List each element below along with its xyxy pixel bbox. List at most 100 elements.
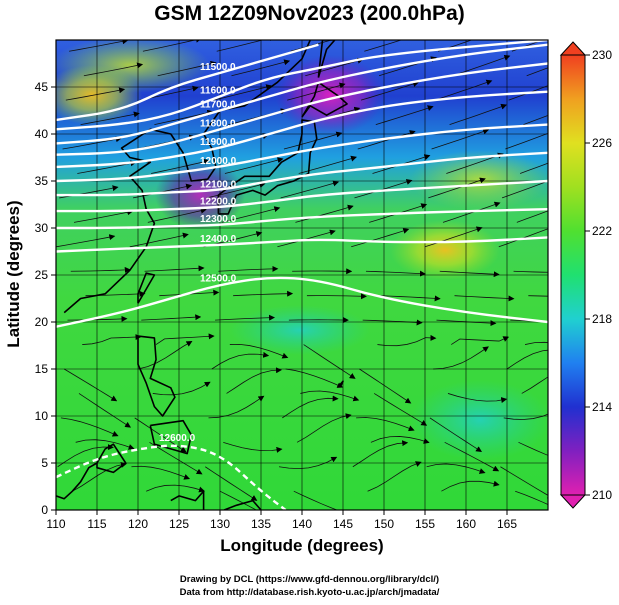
streamline: [69, 40, 129, 52]
streamline: [515, 490, 548, 505]
streamline: [75, 439, 135, 450]
streamline: [141, 314, 202, 321]
streamline: [516, 210, 548, 223]
streamline: [83, 62, 144, 77]
x-tick-label: 110: [46, 517, 65, 531]
x-tick-label: 150: [374, 517, 394, 531]
streamline: [206, 182, 266, 199]
streamline: [147, 207, 207, 223]
streamline: [211, 351, 270, 370]
streamline: [434, 79, 493, 101]
streamline: [78, 393, 132, 428]
streamline: [442, 201, 501, 223]
colorbar-tick-label: 210: [592, 488, 612, 502]
colorbar-tick-label: 214: [592, 400, 612, 414]
contour-label: 12100.0: [200, 179, 237, 190]
streamline: [290, 40, 333, 52]
streamline: [72, 462, 127, 492]
height-contour: [56, 123, 548, 183]
coastline: [338, 380, 344, 387]
contour-label: 12600.0: [159, 433, 196, 444]
y-tick-label: 0: [41, 503, 48, 517]
height-contour: [56, 40, 548, 131]
height-contour: [56, 276, 548, 328]
streamline: [501, 180, 548, 199]
streamline: [137, 341, 193, 370]
contour-label: 11800.0: [200, 118, 236, 129]
streamline: [70, 266, 131, 273]
streamline: [506, 349, 548, 370]
x-tick-label: 120: [128, 517, 148, 531]
streamline: [229, 343, 289, 359]
x-tick-label: 145: [333, 517, 353, 531]
streamline: [524, 341, 548, 345]
y-tick-label: 20: [35, 315, 49, 329]
y-tick-label: 10: [35, 409, 49, 423]
height-contour: [56, 62, 548, 156]
x-tick-label: 155: [415, 517, 435, 531]
streamline: [364, 40, 403, 52]
y-axis-label: Latitude (degrees): [4, 200, 23, 348]
streamline: [231, 59, 291, 77]
streamline: [373, 393, 428, 426]
coastline: [170, 490, 205, 510]
streamline: [508, 85, 548, 101]
coastline: [223, 499, 262, 510]
streamline: [77, 160, 137, 174]
streamline: [377, 334, 437, 347]
streamline: [56, 234, 116, 248]
streamline: [144, 265, 205, 272]
streamline: [65, 87, 126, 101]
streamline: [444, 441, 500, 472]
coastline: [301, 81, 348, 118]
colorbar-tick-label: 222: [592, 224, 612, 238]
streamline: [370, 436, 430, 444]
streamline: [519, 162, 548, 174]
streamline: [429, 417, 483, 453]
x-tick-label: 135: [251, 517, 271, 531]
y-axis-ticks: 0 5 10 15 20 25 30 35 40 45: [35, 80, 56, 517]
streamline: [80, 111, 140, 125]
streamline: [134, 417, 187, 453]
lat-lon-grid: [56, 40, 548, 510]
height-contour: [56, 179, 548, 213]
colorbar-tick-label: 226: [592, 136, 612, 150]
height-contour: [56, 444, 287, 510]
coastline: [56, 462, 98, 500]
streamline: [62, 136, 122, 150]
x-axis-ticks: 110 115 120 125 130 135 140 145 150 155 160 165: [46, 510, 517, 531]
height-contour: [56, 208, 548, 230]
streamline: [503, 413, 548, 420]
contour-label: 12500.0: [200, 273, 237, 284]
streamline: [82, 334, 142, 345]
temperature-field: 11500.0 11600.0 11700.0 11800.0 11900.0 12000…: [56, 40, 548, 510]
coastline: [217, 119, 318, 215]
colorbar: 210 214 218 222 226 230: [559, 41, 612, 509]
streamline: [218, 265, 279, 272]
streamline: [431, 128, 490, 150]
streamline: [151, 158, 211, 174]
contour-label: 11700.0: [200, 100, 236, 111]
contour-label: 12300.0: [200, 214, 237, 225]
streamline: [296, 413, 352, 443]
streamline: [224, 157, 284, 174]
y-tick-label: 15: [35, 362, 49, 376]
streamline: [441, 480, 500, 492]
streamline: [152, 381, 211, 396]
height-contours: 11500.0 11600.0 11700.0 11800.0 11900.0 12000…: [56, 40, 548, 510]
streamline: [131, 465, 191, 480]
y-tick-label: 35: [35, 174, 49, 188]
streamline: [357, 130, 416, 150]
streamline: [300, 390, 360, 402]
streamline: [223, 441, 283, 453]
streamline: [360, 81, 419, 101]
streamline: [213, 84, 273, 101]
contour-label: 12400.0: [200, 234, 237, 245]
streamline: [454, 295, 515, 302]
streamline: [380, 295, 441, 302]
streamline: [280, 180, 340, 199]
streamline: [528, 295, 548, 297]
streamline: [293, 490, 351, 510]
streamline: [428, 177, 486, 199]
